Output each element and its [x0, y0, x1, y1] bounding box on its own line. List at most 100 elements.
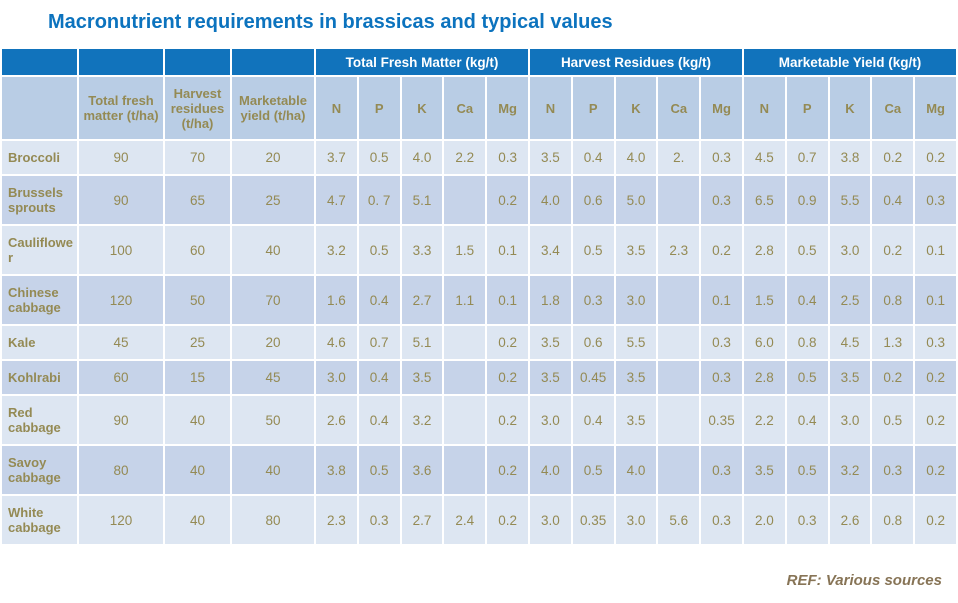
data-cell: 2.4	[444, 496, 486, 544]
data-cell: 0.6	[572, 176, 614, 224]
nutrient-header-p: P	[358, 77, 400, 139]
row-label: Brussels sprouts	[2, 176, 77, 224]
data-cell: 2.	[658, 141, 700, 174]
data-cell: 0.9	[786, 176, 828, 224]
data-cell: 2.5	[829, 276, 871, 324]
data-cell: 0.2	[487, 496, 528, 544]
nutrient-header-mg: Mg	[915, 77, 956, 139]
col-header-marketable-yield-tha: Marketable yield (t/ha)	[232, 77, 314, 139]
data-cell	[444, 176, 486, 224]
data-cell: 80	[79, 446, 163, 494]
data-cell: 0.5	[358, 446, 400, 494]
data-cell: 120	[79, 276, 163, 324]
data-cell: 0.3	[872, 446, 914, 494]
data-cell: 3.5	[743, 446, 785, 494]
data-cell: 3.2	[829, 446, 871, 494]
data-cell: 0.1	[701, 276, 742, 324]
corner-blank-cell	[2, 49, 77, 75]
data-cell: 0.5	[872, 396, 914, 444]
col-header-total-fresh-matter-tha: Total fresh matter (t/ha)	[79, 77, 163, 139]
data-cell: 0.3	[786, 496, 828, 544]
data-cell: 0.2	[701, 226, 742, 274]
data-cell: 0.3	[701, 361, 742, 394]
data-cell: 3.5	[615, 226, 657, 274]
data-cell: 80	[232, 496, 314, 544]
data-cell: 2.8	[743, 226, 785, 274]
data-cell: 2.6	[829, 496, 871, 544]
data-cell: 0.4	[572, 396, 614, 444]
data-cell: 90	[79, 396, 163, 444]
data-cell: 2.7	[401, 276, 443, 324]
row-label: Savoy cabbage	[2, 446, 77, 494]
data-cell: 3.0	[529, 396, 571, 444]
data-cell: 0.4	[786, 396, 828, 444]
data-cell: 0.35	[701, 396, 742, 444]
nutrient-header-k: K	[615, 77, 657, 139]
data-cell: 0. 7	[358, 176, 400, 224]
data-cell: 0.3	[701, 496, 742, 544]
data-cell: 3.2	[401, 396, 443, 444]
blank-header-cell	[165, 49, 230, 75]
data-cell: 3.0	[829, 396, 871, 444]
group-header-harvest-residues: Harvest Residues (kg/t)	[529, 49, 742, 75]
row-label: White cabbage	[2, 496, 77, 544]
data-cell: 65	[165, 176, 230, 224]
data-cell: 3.5	[529, 326, 571, 359]
data-cell: 0.4	[572, 141, 614, 174]
data-cell: 0.6	[572, 326, 614, 359]
data-cell	[658, 326, 700, 359]
data-cell: 0.2	[915, 141, 956, 174]
data-cell: 70	[232, 276, 314, 324]
table-row: Cauliflower 100 60 40 3.2 0.5 3.3 1.5 0.1 3.4 0.5 3…	[2, 226, 956, 274]
data-cell: 0.5	[572, 446, 614, 494]
data-cell: 3.4	[529, 226, 571, 274]
row-label: Kohlrabi	[2, 361, 77, 394]
data-cell: 20	[232, 326, 314, 359]
data-cell: 6.5	[743, 176, 785, 224]
data-cell: 3.8	[316, 446, 357, 494]
data-cell: 15	[165, 361, 230, 394]
data-cell: 0.1	[915, 276, 956, 324]
data-cell: 100	[79, 226, 163, 274]
data-cell: 0.4	[358, 361, 400, 394]
data-cell	[444, 396, 486, 444]
data-cell: 0.4	[872, 176, 914, 224]
page-title: Macronutrient requirements in brassicas …	[48, 11, 613, 33]
data-cell: 3.5	[529, 361, 571, 394]
data-cell: 3.0	[615, 276, 657, 324]
data-cell: 0.45	[572, 361, 614, 394]
data-cell: 3.0	[316, 361, 357, 394]
data-cell: 0.3	[487, 141, 528, 174]
col-header-harvest-residues-tha: Harvest residues (t/ha)	[165, 77, 230, 139]
data-cell: 3.0	[829, 226, 871, 274]
data-cell: 5.5	[615, 326, 657, 359]
data-cell: 4.0	[615, 141, 657, 174]
data-cell: 0.3	[358, 496, 400, 544]
data-cell: 0.7	[358, 326, 400, 359]
sub-header-row: Total fresh matter (t/ha) Harvest residu…	[2, 77, 956, 139]
table-row: Red cabbage 90 40 50 2.6 0.4 3.2 0.2 3.0 0.4 3.5 0.…	[2, 396, 956, 444]
data-cell: 4.0	[615, 446, 657, 494]
data-cell: 40	[232, 226, 314, 274]
data-cell: 0.2	[487, 361, 528, 394]
data-cell: 1.3	[872, 326, 914, 359]
data-cell: 90	[79, 176, 163, 224]
data-cell: 0.2	[915, 446, 956, 494]
data-cell: 1.1	[444, 276, 486, 324]
data-cell: 0.2	[915, 496, 956, 544]
table-row: Kale 45 25 20 4.6 0.7 5.1 0.2 3.5 0.6 5.5 0.3 6.0 0.8…	[2, 326, 956, 359]
nutrient-header-k: K	[401, 77, 443, 139]
data-cell: 60	[79, 361, 163, 394]
data-cell: 20	[232, 141, 314, 174]
data-cell: 3.2	[316, 226, 357, 274]
group-header-row: Total Fresh Matter (kg/t) Harvest Residu…	[2, 49, 956, 75]
data-cell: 0.3	[701, 176, 742, 224]
data-cell: 0.2	[915, 361, 956, 394]
data-cell: 3.5	[615, 361, 657, 394]
data-cell: 3.6	[401, 446, 443, 494]
data-cell: 2.8	[743, 361, 785, 394]
data-cell: 0.2	[872, 141, 914, 174]
data-cell: 0.7	[786, 141, 828, 174]
reference-note: REF: Various sources	[786, 572, 942, 589]
data-cell: 0.5	[358, 226, 400, 274]
